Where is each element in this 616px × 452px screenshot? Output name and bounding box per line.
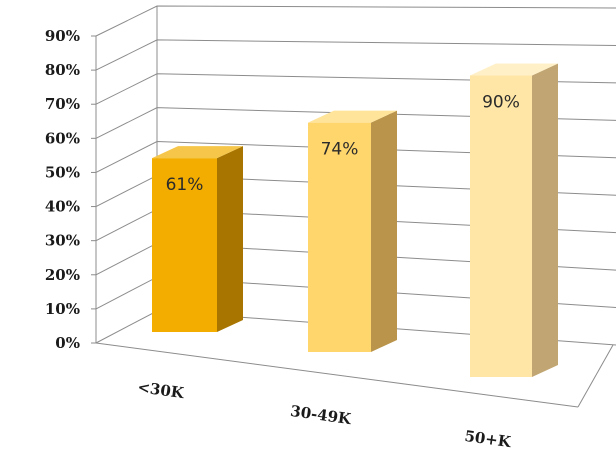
- y-tick-label: 80%: [45, 61, 80, 79]
- data-label: 74%: [321, 140, 359, 160]
- y-tick-label: 40%: [45, 198, 80, 216]
- bar-top-face: [152, 146, 243, 159]
- bar-front-face: [308, 122, 371, 352]
- bar-front-face: [470, 75, 532, 377]
- bar-top-face: [470, 63, 558, 76]
- x-category-label: 30-49K: [289, 402, 353, 428]
- y-tick-label: 20%: [45, 266, 80, 284]
- y-tick-label: 90%: [45, 27, 80, 45]
- x-axis-category-labels: <30K 30-49K 50+K: [136, 378, 512, 451]
- y-tick-label: 0%: [55, 334, 80, 352]
- y-tick-label: 10%: [45, 300, 80, 318]
- gridline: [95, 5, 616, 37]
- bar-side-face: [371, 110, 397, 352]
- data-label: 90%: [482, 93, 520, 113]
- x-category-label: <30K: [136, 378, 185, 402]
- bar-top-face: [308, 110, 397, 123]
- bar-side-face: [532, 63, 558, 377]
- bar-3: [470, 63, 558, 377]
- floor-right-edge: [577, 344, 614, 408]
- y-tick-label: 30%: [45, 232, 80, 250]
- y-tick-label: 50%: [45, 163, 80, 181]
- bar-side-face: [217, 146, 243, 332]
- x-category-label: 50+K: [463, 427, 512, 451]
- bar-1: [152, 146, 243, 332]
- bars: [152, 63, 558, 377]
- data-labels: 61% 74% 90%: [166, 93, 520, 196]
- bar-2: [308, 110, 397, 352]
- floor-front-edge: [95, 342, 579, 408]
- bar-front-face: [152, 158, 217, 332]
- y-tick-label: 70%: [45, 95, 80, 113]
- data-label: 61%: [166, 175, 204, 195]
- y-axis-tick-labels: 0% 10% 20% 30% 40% 50% 60% 70% 80% 90%: [45, 27, 80, 352]
- y-tick-label: 60%: [45, 129, 80, 147]
